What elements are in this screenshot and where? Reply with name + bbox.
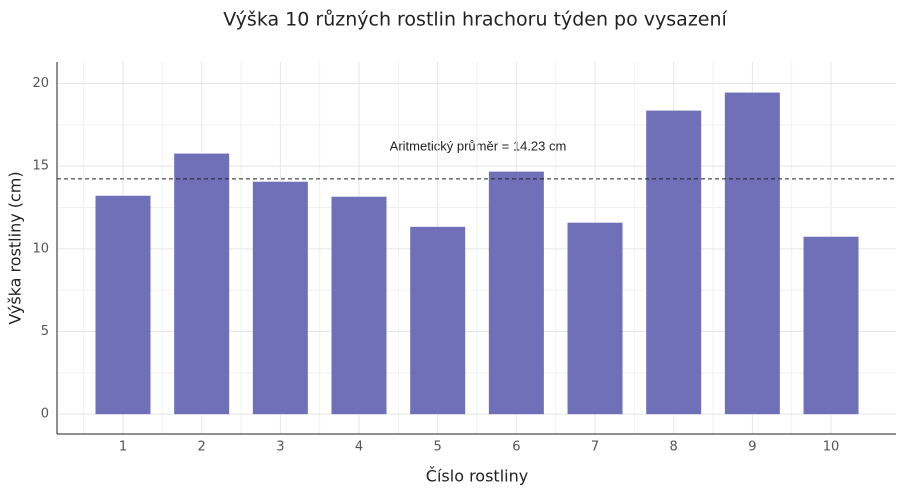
- x-tick-label: 3: [276, 440, 284, 455]
- bar: [252, 181, 308, 415]
- x-tick-label: 8: [670, 440, 678, 455]
- x-tick-label: 6: [512, 440, 520, 455]
- x-tick-label: 4: [355, 440, 363, 455]
- x-tick-label: 10: [823, 440, 840, 455]
- x-axis-label: Číslo rostliny: [426, 467, 528, 486]
- x-tick-label: 9: [748, 440, 756, 455]
- bar: [803, 236, 859, 415]
- x-tick-label: 7: [591, 440, 599, 455]
- y-axis-label: Výška rostliny (cm): [6, 171, 25, 324]
- x-tick-label: 1: [119, 440, 127, 455]
- bar: [646, 110, 702, 415]
- bar: [95, 195, 151, 415]
- bar: [567, 222, 623, 415]
- y-tick-label: 10: [32, 241, 49, 256]
- bar: [174, 153, 230, 415]
- y-tick-label: 20: [32, 76, 49, 91]
- chart-title: Výška 10 různých rostlin hrachoru týden …: [223, 9, 727, 31]
- y-tick-label: 0: [41, 407, 49, 422]
- bar: [488, 171, 544, 415]
- y-tick-label: 15: [32, 159, 49, 174]
- x-tick-label: 5: [434, 440, 442, 455]
- annotation: Aritmetický průměr = 14.23 cm: [390, 138, 567, 153]
- x-tick-label: 2: [198, 440, 206, 455]
- y-tick-label: 5: [41, 324, 49, 339]
- bar: [410, 226, 466, 415]
- bar: [331, 196, 387, 415]
- bar: [724, 92, 780, 415]
